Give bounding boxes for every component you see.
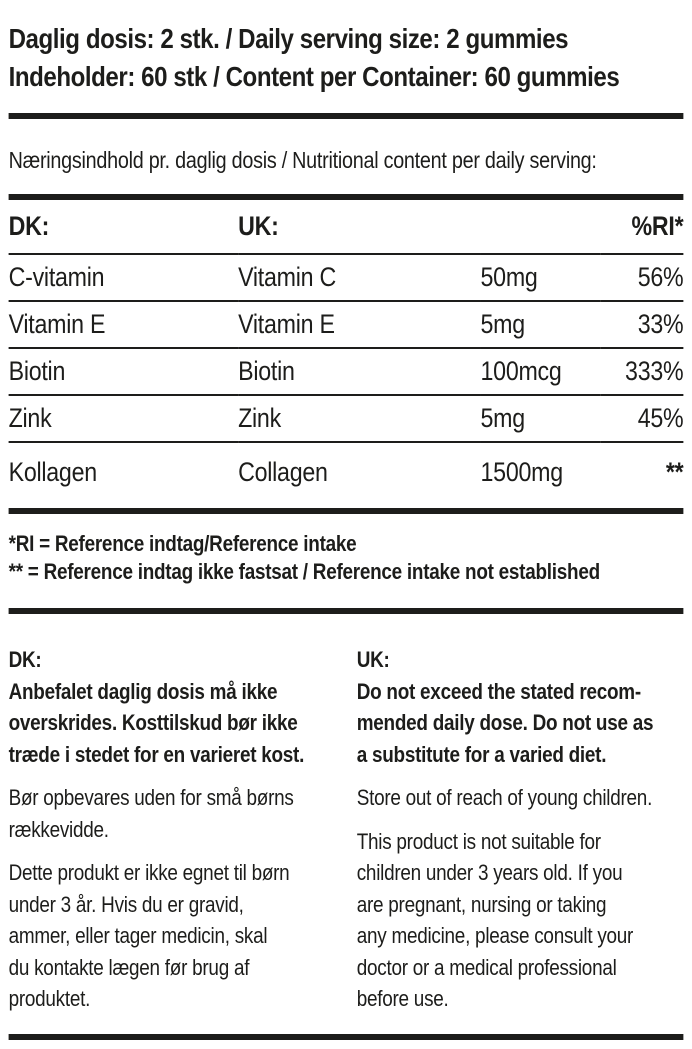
dk-name-cell: C-vitamin (8, 254, 239, 302)
nutrition-table: DK: UK: %RI* C-vitamin Vitamin C 50mg 56… (8, 200, 684, 502)
ri-footnote: *RI = Reference indtag/Reference intake (8, 531, 357, 556)
warnings-uk-title: UK: (356, 647, 390, 672)
warnings-uk-children-paragraph: This product is not suitable for childre… (356, 828, 634, 1012)
serving-size-line: Daglig dosis: 2 stk. / Daily serving siz… (8, 23, 569, 54)
table-row: Zink Zink 5mg 45% (8, 395, 684, 443)
ri-cell: ** (665, 457, 684, 487)
not-established-footnote: ** = Reference indtag ikke fastsat / Ref… (8, 559, 601, 584)
dk-name-cell: Zink (8, 395, 239, 443)
table-header-amount (480, 200, 601, 255)
warnings-dk-children-paragraph: Dette produkt er ikke egnet til børn und… (8, 860, 290, 1011)
amount-cell: 5mg (480, 395, 601, 443)
warnings-dk-column: DK: Anbefalet daglig dosis må ikke overs… (9, 644, 349, 1015)
warnings-dk-bold-paragraph: Anbefalet daglig dosis må ikke overskrid… (8, 678, 305, 767)
table-row: Vitamin E Vitamin E 5mg 33% (8, 301, 684, 349)
thick-divider-1 (8, 113, 684, 119)
uk-name-cell: Collagen (238, 457, 328, 487)
table-header-uk: UK: (238, 200, 481, 255)
ri-cell: 33% (600, 301, 684, 349)
warnings-section: DK: Anbefalet daglig dosis må ikke overs… (9, 644, 684, 1015)
table-row: C-vitamin Vitamin C 50mg 56% (8, 254, 684, 302)
ri-cell: 45% (600, 395, 684, 443)
warnings-uk-storage-paragraph: Store out of reach of young children. (356, 785, 653, 810)
table-row: Kollagen Collagen 1500mg ** (9, 442, 684, 502)
footnotes: *RI = Reference indtag/Reference intake … (9, 530, 684, 586)
uk-name-cell: Biotin (238, 348, 481, 396)
amount-cell: 5mg (480, 301, 601, 349)
table-header-row: DK: UK: %RI* (8, 200, 684, 255)
ri-cell: 333% (600, 348, 684, 396)
uk-name-cell: Vitamin E (238, 301, 481, 349)
uk-name-cell: Vitamin C (238, 254, 481, 302)
thick-divider-2 (8, 194, 684, 200)
container-content-line: Indeholder: 60 stk / Content per Contain… (8, 61, 620, 92)
warnings-dk-title: DK: (8, 647, 42, 672)
ri-cell: 56% (600, 254, 684, 302)
warnings-dk-storage-paragraph: Bør opbevares uden for små børns rækkevi… (8, 785, 294, 842)
serving-header: Daglig dosis: 2 stk. / Daily serving siz… (9, 0, 684, 96)
amount-cell: 1500mg (480, 457, 564, 487)
thick-divider-4 (8, 608, 684, 614)
amount-cell: 50mg (480, 254, 601, 302)
table-row: Biotin Biotin 100mcg 333% (8, 348, 684, 396)
dk-name-cell: Vitamin E (8, 301, 239, 349)
dk-name-cell: Kollagen (8, 457, 98, 487)
thick-divider-5 (8, 1033, 684, 1040)
warnings-uk-column: UK: Do not exceed the stated recom- mend… (357, 644, 684, 1015)
warnings-uk-bold-paragraph: Do not exceed the stated recom- mended d… (356, 678, 654, 767)
thick-divider-3 (8, 508, 684, 514)
amount-cell: 100mcg (480, 348, 601, 396)
dk-name-cell: Biotin (8, 348, 239, 396)
nutrition-subtitle: Næringsindhold pr. daglig dosis / Nutrit… (8, 147, 597, 173)
table-header-ri: %RI* (600, 200, 684, 255)
uk-name-cell: Zink (238, 395, 481, 443)
table-header-dk: DK: (8, 200, 239, 255)
